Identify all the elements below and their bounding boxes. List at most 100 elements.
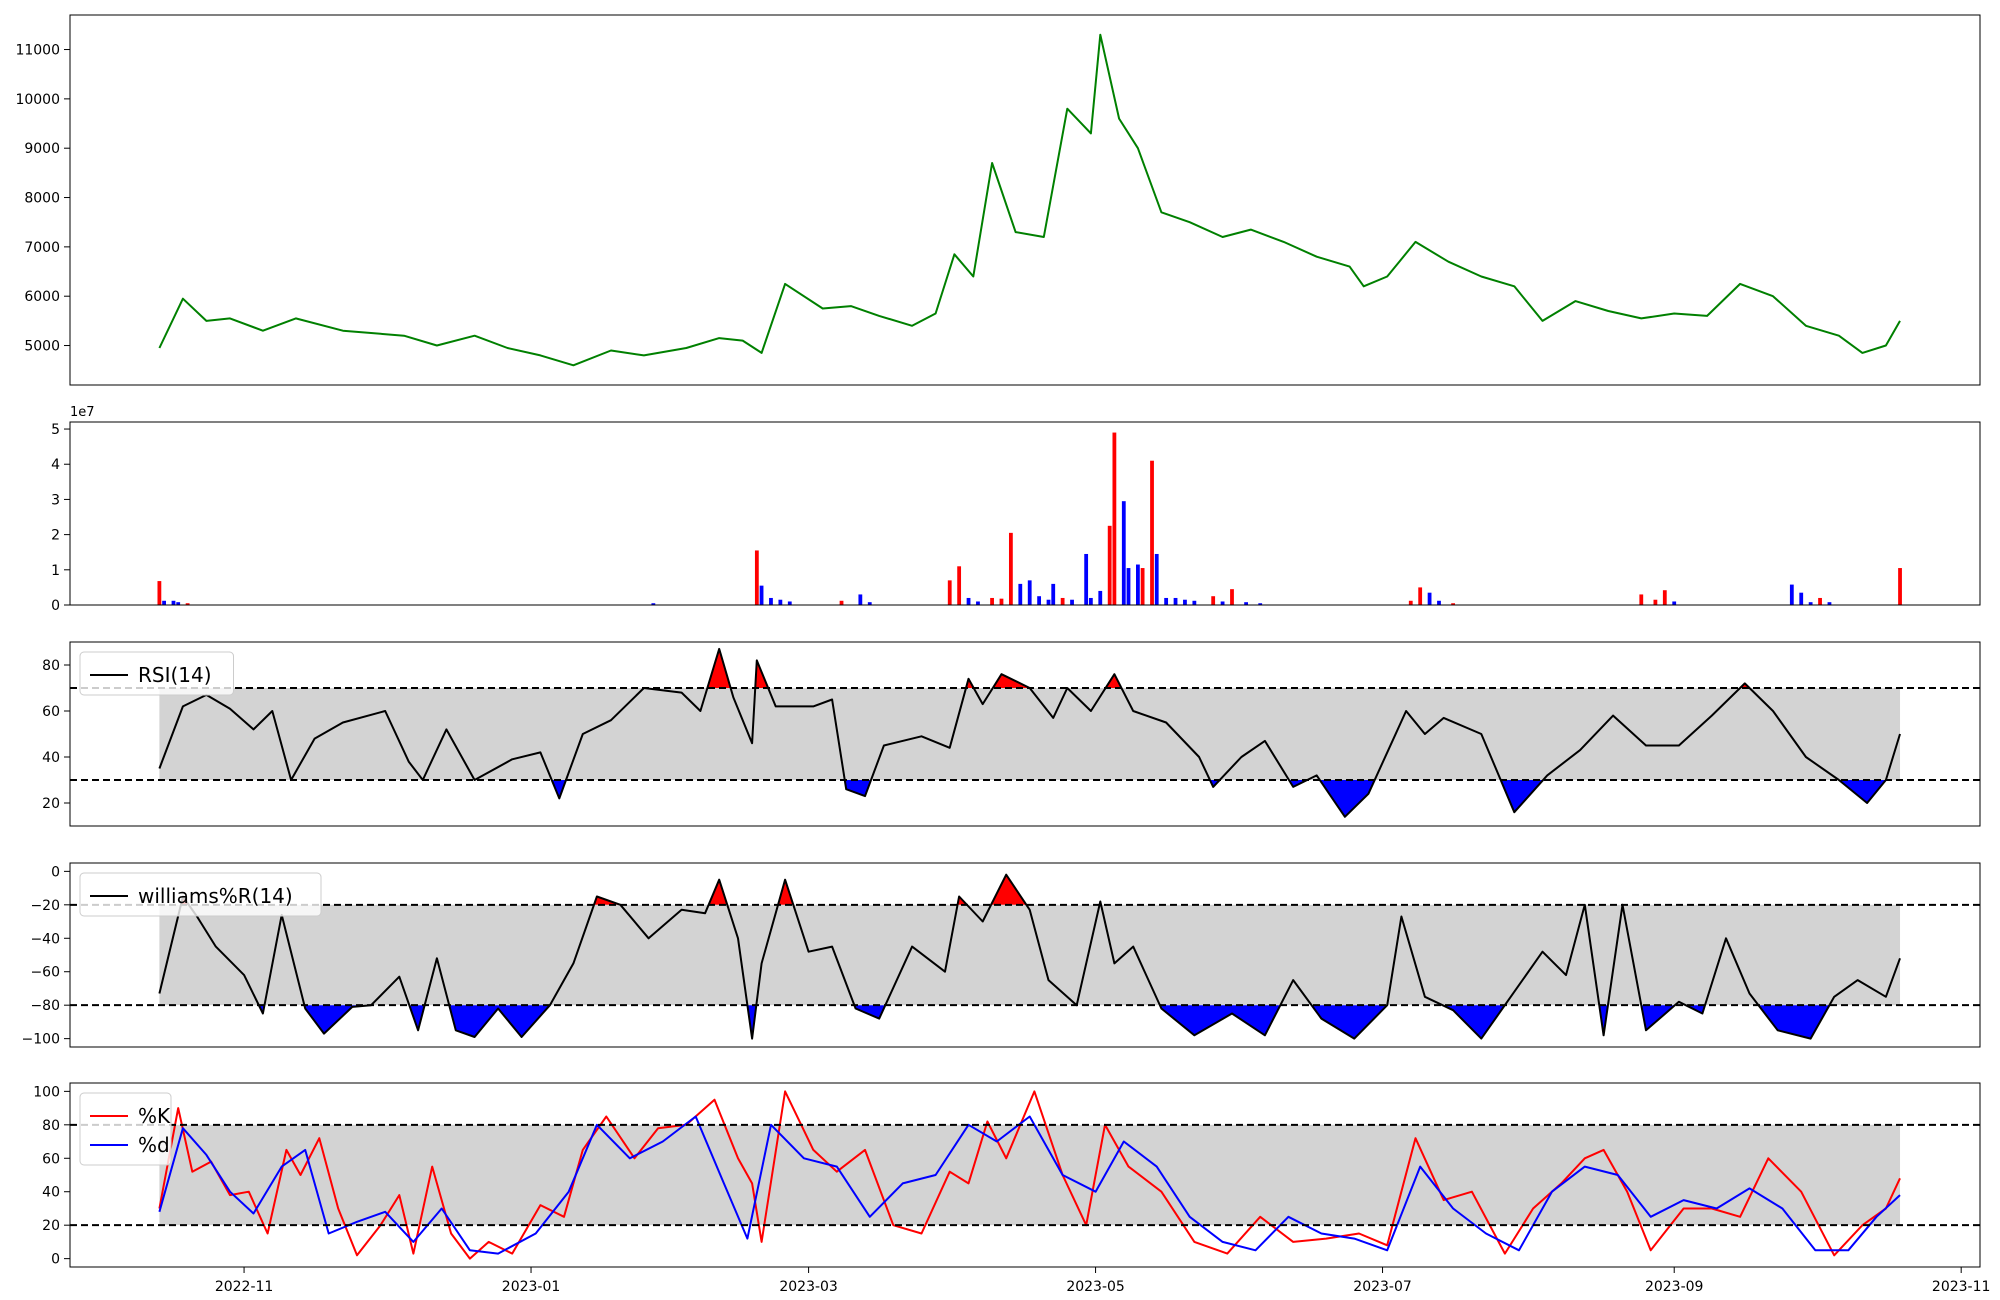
y-tick-label: 20 — [42, 796, 60, 812]
x-tick-label: 2023-05 — [1066, 1279, 1125, 1295]
volume-bar — [1662, 590, 1667, 605]
y-tick-label: 40 — [42, 1185, 60, 1201]
y-tick-label: 80 — [42, 1118, 60, 1134]
axes-frame — [69, 14, 1981, 386]
volume-bar — [1107, 525, 1112, 605]
y-tick-label: 60 — [42, 704, 60, 720]
rsi-panel: 20 40 60 80 RSI(14) — [42, 641, 1981, 827]
volume-bar — [157, 581, 162, 605]
y-tick-label: 80 — [42, 658, 60, 674]
oversold-fill — [747, 1005, 757, 1039]
y-tick-label: 5000 — [24, 339, 60, 355]
oversold-fill — [1838, 780, 1886, 803]
volume-bar — [1827, 602, 1832, 605]
y-tick-label: 11000 — [15, 43, 60, 59]
price-panel: 5000 6000 7000 8000 9000 10000 11000 — [15, 14, 1981, 386]
volume-bar — [1126, 568, 1131, 605]
volume-bar — [1112, 432, 1117, 605]
axes-frame — [69, 641, 1981, 827]
volume-bar — [947, 580, 952, 605]
y-tick-label: 3 — [51, 492, 60, 508]
volume-bar — [1451, 603, 1456, 605]
volume-bar — [1183, 599, 1187, 605]
volume-bar — [176, 602, 181, 605]
price-line — [158, 33, 1901, 367]
volume-bar — [1121, 501, 1126, 605]
neutral-band — [159, 688, 1901, 780]
legend-box — [79, 872, 322, 917]
volume-bar — [1408, 600, 1413, 605]
volume-bar — [1140, 568, 1145, 605]
volume-bar — [1164, 597, 1169, 605]
volume-bar — [1008, 532, 1013, 605]
axes-frame — [69, 1082, 1981, 1268]
legend-label: %K — [138, 1104, 171, 1128]
volume-bar — [1150, 460, 1154, 605]
volume-bar — [787, 601, 792, 605]
volume-bar — [1051, 583, 1056, 605]
y-tick-label: 5 — [51, 422, 60, 438]
x-tick-label: 2023-11 — [1932, 1279, 1991, 1295]
oversold-fill — [449, 1005, 550, 1037]
volume-bar — [1037, 596, 1042, 605]
overbought-fill — [1105, 674, 1122, 688]
y-tick-label: 60 — [42, 1151, 60, 1167]
volume-bar — [1244, 602, 1249, 605]
overbought-fill — [778, 879, 794, 905]
volume-bar — [867, 602, 872, 605]
y-tick-label: −80 — [30, 998, 60, 1014]
williams-r-panel: −100 −80 −60 −40 −20 0 williams%R(14) — [22, 862, 1981, 1048]
overbought-fill — [707, 648, 731, 688]
volume-bar — [1220, 601, 1225, 605]
legend-label: RSI(14) — [138, 663, 212, 687]
volume-bar — [651, 603, 656, 605]
volume-bar — [1070, 599, 1074, 605]
oversold-fill — [409, 1005, 425, 1031]
oversold-fill — [1311, 1005, 1388, 1039]
volume-bar — [1027, 580, 1032, 605]
x-tick-label: 2023-03 — [779, 1279, 838, 1295]
y-tick-label: 0 — [51, 864, 60, 880]
axes-frame — [69, 862, 1981, 1048]
volume-bar — [1084, 553, 1089, 605]
volume-bar — [769, 597, 773, 605]
volume-bar — [1799, 592, 1804, 605]
volume-bar — [1173, 597, 1178, 605]
y-tick-label: 100 — [33, 1084, 60, 1100]
y-tick-label: 10000 — [15, 92, 60, 108]
oversold-fill — [844, 780, 871, 797]
volume-bar — [185, 603, 190, 605]
volume-bar — [1898, 568, 1902, 605]
volume-bar — [1808, 602, 1813, 605]
volume-bar — [990, 597, 994, 605]
y-tick-label: 4 — [51, 457, 60, 473]
volume-offset-label: 1e7 — [70, 405, 95, 420]
y-tick-label: 20 — [42, 1218, 60, 1234]
x-tick-label: 2023-07 — [1353, 1279, 1412, 1295]
overbought-fill — [991, 874, 1027, 905]
volume-bar — [1211, 596, 1216, 605]
volume-bar — [162, 600, 166, 605]
oversold-fill — [1599, 1005, 1608, 1036]
neutral-band — [159, 1124, 1901, 1226]
volume-bar — [1639, 594, 1644, 605]
volume-bar — [1060, 597, 1065, 605]
y-tick-label: 1 — [51, 563, 60, 579]
legend-box — [79, 1092, 172, 1166]
volume-bar — [858, 594, 863, 605]
y-tick-label: 40 — [42, 750, 60, 766]
volume-bar — [1258, 603, 1263, 605]
oversold-fill — [1319, 780, 1375, 817]
volume-bar — [754, 550, 759, 605]
williams-r-line — [158, 873, 1901, 1040]
volume-panel: 0 1 2 3 4 5 1e7 — [51, 405, 1981, 614]
volume-bar — [778, 599, 783, 605]
volume-bar — [1437, 600, 1441, 605]
y-tick-label: 6000 — [24, 289, 60, 305]
volume-bar — [1653, 599, 1658, 605]
volume-bar — [957, 566, 962, 605]
x-tick-label: 2023-09 — [1645, 1279, 1704, 1295]
y-tick-label: 0 — [51, 598, 60, 614]
overbought-fill — [708, 879, 728, 905]
